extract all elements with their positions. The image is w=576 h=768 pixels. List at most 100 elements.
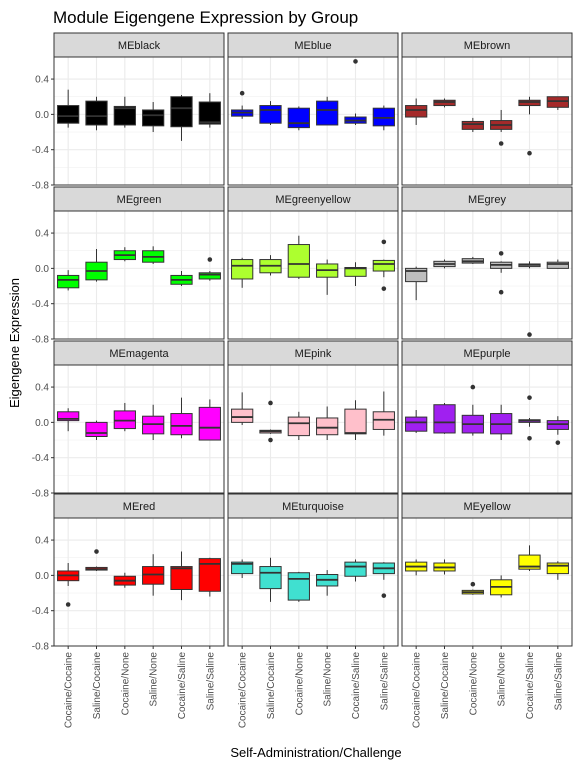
box-iqr — [85, 100, 108, 126]
facet-strip-MEpurple — [401, 340, 573, 366]
chart-title: Module Eigengene Expression by Group — [53, 8, 358, 27]
y-tick-label: 0.4 — [35, 75, 49, 86]
box-MEbrown-Saline/Saline — [546, 96, 569, 110]
box-MEpink-Saline/None — [316, 406, 339, 441]
box-MEmagenta-Saline/Cocaine — [85, 420, 108, 441]
box-iqr — [433, 404, 456, 434]
outlier-point — [353, 59, 358, 64]
box-MEgreen-Cocaine/None — [113, 247, 136, 262]
outlier-point — [470, 581, 476, 587]
box-MEturquoise-Saline/None — [316, 570, 339, 596]
facet-label-MEgreen: MEgreen — [117, 194, 162, 206]
panel-background — [228, 211, 398, 339]
box-MEpink-Saline/Saline — [372, 391, 395, 436]
box-iqr — [113, 105, 136, 126]
outlier-point — [268, 400, 273, 406]
panel-border — [227, 364, 399, 494]
box-MEred-Saline/None — [142, 554, 165, 596]
facet-panel-MEturquoise: MEturquoise Cocaine/Cocaine Saline/Cocaine… — [227, 493, 399, 728]
facet-panel-MEred: MEred 0.4 0.0 -0.4 -0.8 Cocaine/Cocaine Saline… — [32, 493, 225, 729]
box-iqr — [546, 562, 569, 575]
box-iqr — [85, 421, 108, 438]
box-MEred-Cocaine/Cocaine — [57, 563, 80, 607]
panel-border — [53, 56, 225, 186]
outlier-point — [381, 286, 387, 291]
box-MEpurple-Saline/Saline — [546, 416, 569, 445]
box-MEblack-Saline/Saline — [198, 93, 221, 128]
facet-label-MEpink: MEpink — [295, 348, 332, 360]
facet-strip-MEgreen — [53, 186, 225, 212]
box-MEmagenta-Cocaine/Saline — [170, 397, 193, 439]
box-iqr — [287, 572, 310, 601]
y-tick-label: 0.4 — [35, 536, 49, 547]
box-MEgreen-Cocaine/Cocaine — [57, 270, 80, 291]
outlier-point — [527, 435, 532, 441]
box-iqr — [461, 120, 484, 130]
box-iqr — [231, 259, 254, 280]
box-MEgreen-Cocaine/Saline — [170, 271, 193, 287]
facet-strip-MEgrey — [401, 186, 573, 212]
box-iqr — [372, 259, 395, 272]
facet-strip-MEmagenta — [53, 340, 225, 366]
outlier-point — [498, 141, 504, 146]
y-tick-label: -0.4 — [32, 145, 50, 156]
panel-background — [228, 518, 398, 646]
box-MEmagenta-Saline/None — [142, 404, 165, 441]
x-tick-label: Cocaine/None — [120, 652, 131, 716]
outlier-point — [527, 332, 532, 337]
box-MEgrey-Cocaine/None — [461, 256, 484, 264]
box-MEpink-Cocaine/None — [287, 411, 310, 441]
panel-border — [227, 56, 399, 186]
box-MEred-Saline/Saline — [198, 557, 221, 597]
box-MEpurple-Saline/None — [490, 404, 513, 441]
box-MEblack-Saline/None — [142, 102, 165, 133]
box-iqr — [170, 413, 193, 436]
facet-label-MEbrown: MEbrown — [464, 40, 510, 52]
y-tick-label: -0.4 — [32, 299, 50, 310]
y-tick-label: 0.4 — [35, 383, 49, 394]
x-tick-label: Saline/None — [149, 652, 160, 707]
outlier-point — [470, 384, 476, 390]
outlier-point — [527, 395, 532, 400]
facet-label-MEgrey: MEgrey — [468, 194, 506, 206]
facet-label-MEgreenyellow: MEgreenyellow — [275, 194, 350, 206]
box-iqr — [344, 408, 367, 435]
box-MEblack-Cocaine/Saline — [170, 94, 193, 141]
box-iqr — [198, 558, 221, 592]
box-MEgreenyellow-Cocaine/None — [287, 235, 310, 279]
facet-panel-MEyellow: MEyellow Cocaine/Cocaine Saline/Cocaine Coc… — [401, 493, 573, 728]
box-MEturquoise-Saline/Cocaine — [259, 557, 282, 602]
y-tick-label: -0.8 — [32, 642, 50, 653]
facet-label-MEblue: MEblue — [294, 40, 331, 52]
box-iqr — [259, 566, 282, 590]
y-tick-label: 0.0 — [35, 264, 49, 275]
x-tick-label: Cocaine/None — [468, 652, 479, 716]
y-tick-label: 0.0 — [35, 418, 49, 429]
box-MEgreen-Saline/Saline — [198, 257, 221, 281]
facet-strip-MEgreenyellow — [227, 186, 399, 212]
box-iqr — [259, 105, 282, 124]
box-MEbrown-Saline/Cocaine — [433, 98, 456, 108]
panel-border — [401, 364, 573, 494]
box-iqr — [546, 261, 569, 269]
box-MEyellow-Saline/Saline — [546, 561, 569, 580]
panel-background — [228, 57, 398, 185]
box-MEbrown-Cocaine/Saline — [518, 96, 541, 156]
facet-panel-MEmagenta: MEmagenta 0.4 0.0 -0.4 -0.8 — [32, 340, 225, 500]
box-MEbrown-Cocaine/Cocaine — [405, 98, 428, 125]
box-MEpink-Cocaine/Cocaine — [231, 392, 254, 426]
panel-border — [53, 517, 225, 647]
box-MEmagenta-Cocaine/Cocaine — [57, 408, 80, 432]
x-tick-label: Cocaine/Saline — [177, 652, 188, 720]
box-MEturquoise-Cocaine/Saline — [344, 559, 367, 582]
box-MEblue-Saline/Saline — [372, 105, 395, 131]
x-tick-label: Cocaine/Cocaine — [64, 652, 75, 729]
box-iqr — [344, 561, 367, 577]
facet-panel-MEblue: MEblue — [227, 32, 399, 186]
box-iqr — [405, 105, 428, 118]
box-MEpurple-Cocaine/Cocaine — [405, 410, 428, 433]
box-MEyellow-Cocaine/None — [461, 581, 484, 595]
box-MEbrown-Cocaine/None — [461, 117, 484, 133]
box-MEgrey-Saline/Saline — [546, 259, 569, 269]
